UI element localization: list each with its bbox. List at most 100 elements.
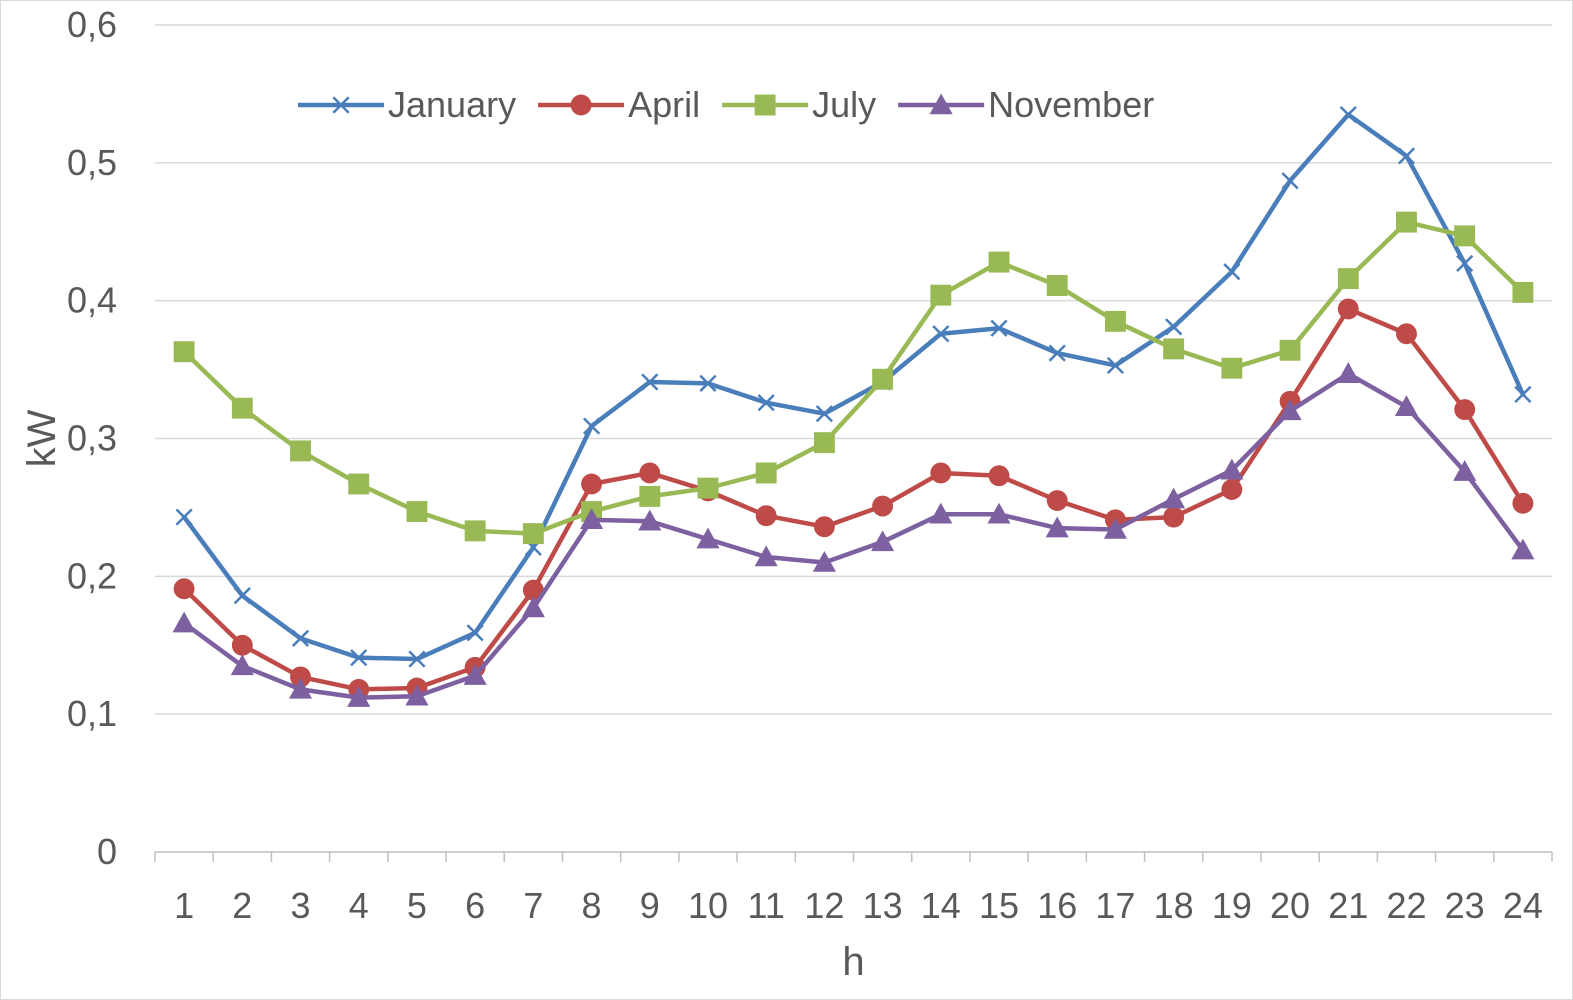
marker-x — [466, 624, 484, 642]
marker-square — [1163, 338, 1185, 360]
x-tick-label: 12 — [804, 885, 844, 926]
marker-triangle — [288, 677, 313, 699]
marker-x — [932, 325, 950, 343]
marker-triangle — [347, 686, 371, 707]
marker-square — [1279, 339, 1301, 361]
x-tick-label: 20 — [1270, 885, 1310, 926]
x-tick-label: 7 — [523, 885, 543, 926]
x-tick-label: 14 — [921, 885, 961, 926]
x-tick-label: 5 — [407, 885, 427, 926]
marker-circle — [813, 516, 835, 538]
y-tick-label: 0,1 — [67, 693, 117, 734]
marker-x — [350, 649, 368, 667]
marker-x — [332, 96, 350, 114]
marker-square — [522, 523, 544, 545]
marker-triangle — [696, 527, 720, 549]
x-tick-label: 19 — [1212, 885, 1252, 926]
marker-square — [988, 251, 1010, 273]
legend-label: July — [812, 84, 876, 125]
y-tick-label: 0 — [97, 831, 117, 872]
marker-triangle — [405, 684, 429, 706]
marker-circle — [872, 495, 894, 517]
marker-square — [173, 341, 195, 363]
marker-circle — [1512, 492, 1534, 514]
marker-triangle — [463, 664, 487, 685]
y-tick-label: 0,4 — [67, 280, 117, 321]
marker-circle — [755, 505, 777, 527]
marker-circle — [173, 578, 195, 600]
marker-triangle — [754, 545, 778, 567]
marker-triangle — [1511, 538, 1535, 560]
marker-triangle — [929, 502, 953, 524]
marker-triangle — [1103, 517, 1127, 539]
x-tick-label: 11 — [748, 885, 785, 926]
marker-circle — [581, 473, 603, 495]
marker-x — [175, 508, 193, 526]
marker-square — [406, 501, 428, 523]
marker-circle — [639, 462, 661, 484]
marker-square — [813, 432, 835, 454]
marker-square — [464, 520, 486, 542]
marker-triangle — [521, 596, 545, 618]
marker-square — [1221, 357, 1243, 379]
marker-circle — [570, 94, 592, 116]
legend-item-november: November — [898, 84, 1154, 125]
x-tick-label: 1 — [174, 885, 194, 926]
marker-triangle — [638, 509, 662, 531]
marker-x — [233, 587, 251, 605]
marker-triangle — [1336, 362, 1360, 383]
x-tick-label: 17 — [1095, 885, 1135, 926]
marker-circle — [1046, 490, 1068, 511]
marker-square — [1396, 211, 1417, 233]
y-tick-label: 0,3 — [67, 418, 117, 459]
series-line-january — [181, 112, 1526, 662]
x-tick-label: 23 — [1445, 885, 1485, 926]
marker-triangle — [580, 508, 604, 530]
marker-x — [582, 417, 601, 435]
marker-circle — [1337, 298, 1359, 320]
x-tick-label: 22 — [1386, 885, 1426, 926]
marker-x — [408, 650, 426, 668]
marker-triangle — [1220, 458, 1244, 480]
marker-square — [1337, 268, 1359, 290]
x-tick-label: 10 — [688, 885, 728, 926]
marker-triangle — [1394, 395, 1419, 417]
marker-square — [1104, 310, 1126, 332]
marker-triangle — [172, 611, 196, 633]
marker-x — [990, 319, 1008, 337]
marker-triangle — [929, 93, 953, 115]
marker-x — [1165, 318, 1183, 336]
x-tick-label: 9 — [640, 885, 660, 926]
marker-x — [1514, 385, 1532, 403]
marker-square — [1512, 281, 1534, 303]
x-tick-label: 21 — [1328, 885, 1368, 926]
x-tick-label: 2 — [232, 885, 252, 926]
y-tick-label: 0,5 — [67, 142, 117, 183]
x-tick-label: 18 — [1154, 885, 1194, 926]
x-tick-label: 8 — [582, 885, 602, 926]
x-axis-title: h — [842, 940, 864, 984]
marker-triangle — [987, 502, 1011, 524]
marker-triangle — [871, 530, 895, 552]
marker-circle — [1221, 479, 1243, 500]
marker-triangle — [1453, 460, 1477, 481]
x-tick-label: 4 — [349, 885, 369, 926]
x-tick-label: 15 — [979, 885, 1019, 926]
legend: January April July November — [298, 84, 1154, 125]
legend-item-january: January — [298, 84, 516, 125]
marker-x — [1106, 356, 1125, 375]
legend-item-april: April — [538, 84, 700, 125]
marker-x — [1339, 106, 1357, 124]
x-tick-label: 3 — [291, 885, 311, 926]
marker-x — [1281, 172, 1299, 190]
legend-label: November — [988, 84, 1154, 125]
series-november — [172, 362, 1535, 707]
x-tick-label: 24 — [1503, 885, 1543, 926]
marker-square — [930, 284, 952, 306]
marker-circle — [1163, 506, 1185, 528]
marker-square — [348, 473, 370, 495]
marker-x — [1048, 344, 1066, 362]
legend-label: April — [628, 84, 700, 125]
